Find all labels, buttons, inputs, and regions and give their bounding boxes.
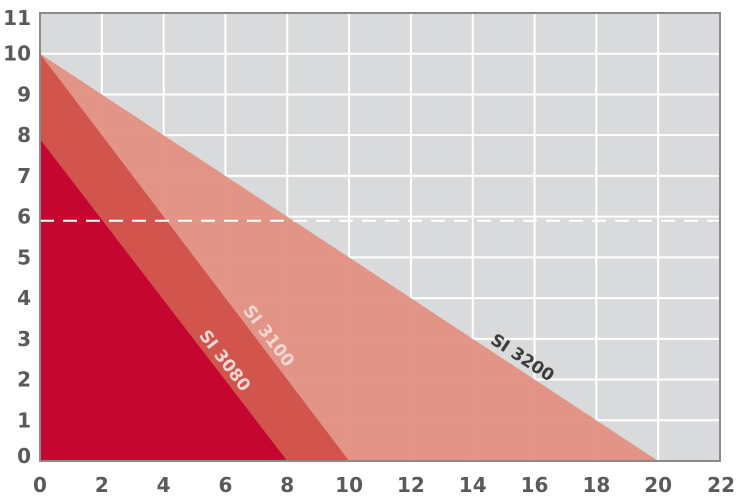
y-tick-label: 11	[3, 6, 31, 30]
y-tick-label: 10	[3, 42, 31, 66]
x-tick-label: 22	[707, 473, 735, 497]
x-tick-label: 20	[644, 473, 672, 497]
plot-frame	[39, 12, 721, 462]
x-tick-label: 12	[397, 473, 425, 497]
series-areas	[40, 53, 659, 462]
y-tick-label: 4	[17, 286, 31, 310]
x-tick-label: 18	[582, 473, 610, 497]
y-tick-label: 0	[17, 444, 31, 468]
x-tick-label: 0	[33, 473, 47, 497]
x-tick-label: 16	[521, 473, 549, 497]
x-tick-label: 14	[459, 473, 487, 497]
x-tick-label: 4	[157, 473, 171, 497]
y-tick-label: 5	[17, 245, 31, 269]
y-tick-label: 8	[17, 123, 31, 147]
x-tick-labels: 0 2 4 6 8 10 12 14 16 18 20 22	[33, 473, 735, 497]
x-tick-label: 6	[218, 473, 232, 497]
x-tick-label: 10	[335, 473, 363, 497]
y-tick-label: 7	[17, 164, 31, 188]
y-tick-label: 6	[17, 205, 31, 229]
y-tick-label: 9	[17, 82, 31, 106]
y-tick-label: 3	[17, 327, 31, 351]
series-area-si-3080	[40, 139, 288, 461]
y-tick-labels: 0 1 2 3 4 5 6 7 8 9 10 11	[3, 6, 31, 468]
y-tick-label: 1	[17, 408, 31, 432]
x-tick-label: 8	[280, 473, 294, 497]
x-tick-label: 2	[95, 473, 109, 497]
y-tick-label: 2	[17, 368, 31, 392]
